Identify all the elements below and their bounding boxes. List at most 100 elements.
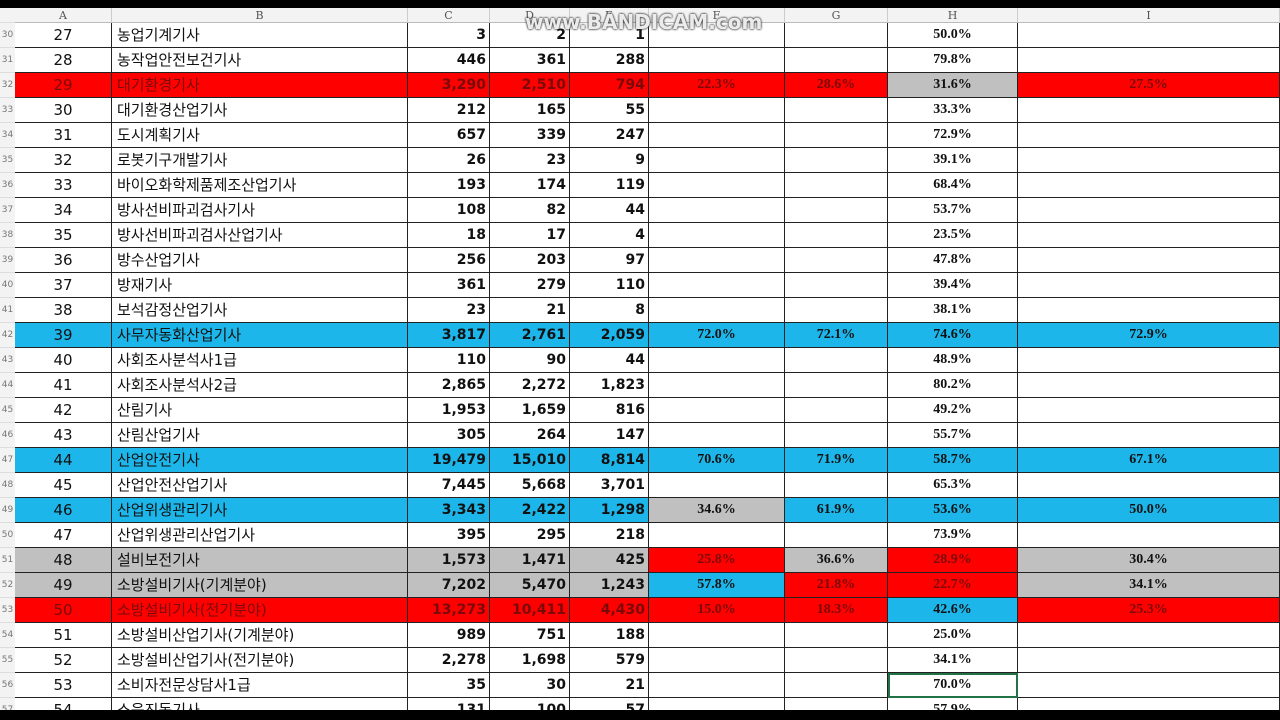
cell[interactable]: 25.8% (649, 548, 785, 573)
row-header[interactable]: 30 (0, 23, 15, 48)
cell[interactable]: 53.6% (888, 498, 1018, 523)
cell[interactable]: 74.6% (888, 323, 1018, 348)
cell[interactable] (785, 173, 888, 198)
cell[interactable]: 산림산업기사 (112, 423, 408, 448)
column-header[interactable]: E (570, 8, 649, 23)
cell[interactable]: 36.6% (785, 548, 888, 573)
cell[interactable]: 대기환경산업기사 (112, 98, 408, 123)
cell[interactable]: 165 (490, 98, 570, 123)
row-header[interactable]: 38 (0, 223, 15, 248)
cell[interactable] (785, 23, 888, 48)
cell[interactable]: 90 (490, 348, 570, 373)
cell[interactable]: 방재기사 (112, 273, 408, 298)
cell[interactable] (649, 623, 785, 648)
cell[interactable] (649, 248, 785, 273)
cell[interactable]: 49.2% (888, 398, 1018, 423)
column-header[interactable]: C (408, 8, 490, 23)
cell[interactable] (649, 173, 785, 198)
cell[interactable]: 247 (570, 123, 649, 148)
cell[interactable]: 100 (490, 698, 570, 710)
cell[interactable]: 18 (408, 223, 490, 248)
cell[interactable]: 21.8% (785, 573, 888, 598)
cell[interactable] (785, 673, 888, 698)
cell[interactable] (649, 423, 785, 448)
cell[interactable] (1018, 523, 1280, 548)
cell[interactable] (1018, 98, 1280, 123)
cell[interactable]: 30 (490, 673, 570, 698)
cell[interactable]: 9 (570, 148, 649, 173)
cell[interactable]: 13,273 (408, 598, 490, 623)
cell[interactable]: 361 (408, 273, 490, 298)
row-header[interactable]: 47 (0, 448, 15, 473)
row-header[interactable]: 55 (0, 648, 15, 673)
cell[interactable] (785, 248, 888, 273)
cell[interactable]: 30 (15, 98, 112, 123)
cell[interactable]: 2,272 (490, 373, 570, 398)
cell[interactable]: 7,202 (408, 573, 490, 598)
cell[interactable]: 53 (15, 673, 112, 698)
cell[interactable]: 395 (408, 523, 490, 548)
cell[interactable]: 3,701 (570, 473, 649, 498)
cell[interactable]: 36 (15, 248, 112, 273)
cell[interactable]: 소방설비기사(기계분야) (112, 573, 408, 598)
cell[interactable]: 대기환경기사 (112, 73, 408, 98)
cell[interactable]: 34 (15, 198, 112, 223)
cell[interactable]: 38 (15, 298, 112, 323)
cell[interactable]: 131 (408, 698, 490, 710)
cell[interactable] (649, 198, 785, 223)
cell[interactable] (1018, 348, 1280, 373)
cell[interactable]: 57.8% (649, 573, 785, 598)
cell[interactable]: 264 (490, 423, 570, 448)
column-header[interactable]: B (112, 8, 408, 23)
cell[interactable]: 305 (408, 423, 490, 448)
cell[interactable] (1018, 123, 1280, 148)
row-header[interactable]: 52 (0, 573, 15, 598)
cell[interactable]: 25.0% (888, 623, 1018, 648)
cell[interactable]: 도시계획기사 (112, 123, 408, 148)
cell[interactable]: 3 (408, 23, 490, 48)
cell[interactable] (649, 148, 785, 173)
cell[interactable] (785, 473, 888, 498)
cell[interactable]: 농업기계기사 (112, 23, 408, 48)
cell[interactable]: 소방설비기사(전기분야) (112, 598, 408, 623)
cell[interactable]: 27.5% (1018, 73, 1280, 98)
cell[interactable]: 산업위생관리기사 (112, 498, 408, 523)
cell[interactable]: 5,470 (490, 573, 570, 598)
cell[interactable]: 55.7% (888, 423, 1018, 448)
cell[interactable] (785, 223, 888, 248)
row-header[interactable]: 36 (0, 173, 15, 198)
cell[interactable]: 2,510 (490, 73, 570, 98)
cell[interactable]: 212 (408, 98, 490, 123)
cell[interactable]: 97 (570, 248, 649, 273)
cell[interactable]: 28.9% (888, 548, 1018, 573)
cell[interactable]: 28 (15, 48, 112, 73)
cell[interactable]: 47 (15, 523, 112, 548)
row-header[interactable]: 57 (0, 698, 15, 710)
cell[interactable]: 72.9% (888, 123, 1018, 148)
cell[interactable]: 농작업안전보건기사 (112, 48, 408, 73)
cell[interactable]: 110 (408, 348, 490, 373)
cell[interactable]: 25.3% (1018, 598, 1280, 623)
cell[interactable] (1018, 373, 1280, 398)
row-header[interactable]: 32 (0, 73, 15, 98)
row-header[interactable]: 46 (0, 423, 15, 448)
cell[interactable]: 43 (15, 423, 112, 448)
cell[interactable]: 58.7% (888, 448, 1018, 473)
cell[interactable]: 1,953 (408, 398, 490, 423)
cell[interactable]: 1,698 (490, 648, 570, 673)
cell[interactable]: 26 (408, 148, 490, 173)
cell[interactable]: 71.9% (785, 448, 888, 473)
cell[interactable]: 119 (570, 173, 649, 198)
cell[interactable] (1018, 623, 1280, 648)
cell[interactable]: 3,290 (408, 73, 490, 98)
cell[interactable]: 50.0% (888, 23, 1018, 48)
row-header[interactable]: 45 (0, 398, 15, 423)
column-header[interactable]: G (785, 8, 888, 23)
cell[interactable]: 27 (15, 23, 112, 48)
cell[interactable]: 23 (408, 298, 490, 323)
cell[interactable] (1018, 248, 1280, 273)
cell[interactable] (785, 623, 888, 648)
cell[interactable]: 52 (15, 648, 112, 673)
cell[interactable] (1018, 398, 1280, 423)
cell[interactable]: 31 (15, 123, 112, 148)
